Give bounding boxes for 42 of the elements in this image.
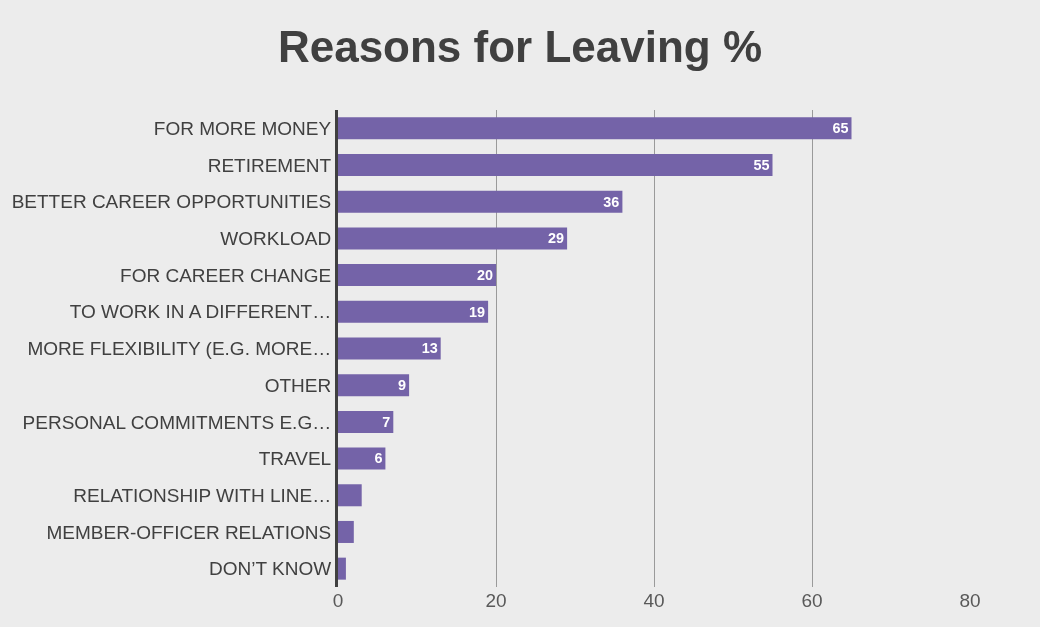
- y-tick-label: BETTER CAREER OPPORTUNITIES: [11, 191, 332, 213]
- data-label: 65: [832, 120, 849, 137]
- y-tick-label: MEMBER-OFFICER RELATIONS: [46, 521, 332, 543]
- y-tick-label: TRAVEL: [258, 448, 332, 470]
- bar: [338, 154, 773, 177]
- data-label: 55: [753, 156, 770, 173]
- y-tick-label: FOR CAREER CHANGE: [120, 264, 332, 286]
- x-tick-label: 60: [801, 590, 823, 611]
- bar: [338, 190, 623, 213]
- data-label: 19: [469, 303, 486, 320]
- data-label: 6: [374, 450, 383, 467]
- data-label: 13: [421, 340, 438, 357]
- bar: [338, 410, 394, 433]
- y-tick-label: WORKLOAD: [220, 228, 332, 250]
- bar: [338, 337, 441, 360]
- bar: [338, 484, 362, 507]
- x-tick-label: 0: [332, 590, 344, 611]
- y-tick-label: RETIREMENT: [207, 154, 332, 176]
- y-tick-label: PERSONAL COMMITMENTS E.G…: [22, 411, 332, 433]
- data-label: 29: [548, 230, 565, 247]
- y-tick-label: DON’T KNOW: [209, 558, 332, 580]
- bar: [338, 557, 346, 580]
- bar: [338, 117, 852, 140]
- y-tick-label: TO WORK IN A DIFFERENT…: [69, 301, 332, 323]
- y-tick-label: OTHER: [264, 374, 332, 396]
- bar: [338, 374, 410, 397]
- data-label: 36: [603, 193, 620, 210]
- data-label: 20: [476, 266, 493, 283]
- y-tick-label: MORE FLEXIBILITY (E.G. MORE…: [27, 338, 332, 360]
- y-tick-label: FOR MORE MONEY: [153, 118, 332, 139]
- bar: [338, 520, 354, 543]
- chart-title: Reasons for Leaving %: [277, 22, 763, 72]
- x-tick-label: 40: [643, 590, 665, 611]
- bar: [338, 300, 489, 323]
- bar: [338, 227, 568, 250]
- data-label: 9: [398, 377, 407, 393]
- x-tick-label: 20: [485, 590, 507, 611]
- x-tick-label: 80: [959, 590, 981, 611]
- y-tick-label: RELATIONSHIP WITH LINE…: [73, 484, 332, 506]
- data-label: 7: [382, 413, 391, 430]
- bar: [338, 264, 496, 287]
- bar: [338, 447, 386, 470]
